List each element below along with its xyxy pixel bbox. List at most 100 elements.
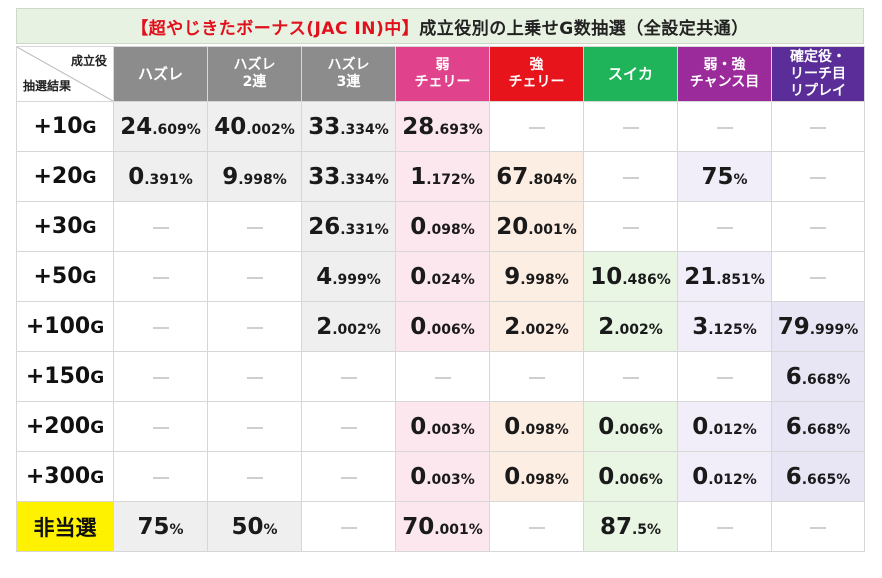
table-row: +20G 0.391% 9.998% 33.334% 1.172% 67.804% 75% [16, 151, 865, 202]
empty-dash [622, 226, 639, 229]
probability-fraction: .006% [614, 471, 663, 488]
row-label-value: +200 [25, 414, 91, 439]
probability-cell [113, 401, 208, 452]
probability-integer: 4 [316, 263, 333, 290]
probability-cell [583, 151, 678, 202]
probability-fraction: .851% [716, 271, 765, 288]
probability-fraction: .002% [332, 321, 381, 338]
empty-dash [246, 226, 263, 229]
probability-integer: 50 [231, 513, 264, 540]
probability-fraction: .002% [614, 321, 663, 338]
probability-cell [771, 501, 865, 552]
table-title: 【超やじきたボーナス(JAC IN)中】 成立役別の上乗せG数抽選（全設定共通） [16, 8, 864, 44]
probability-fraction: .804% [528, 171, 577, 188]
table-row: +200G 0.003% 0.098% 0.006% 0.012% 6.668% [16, 401, 865, 452]
probability-integer: 2 [598, 313, 615, 340]
empty-dash [622, 176, 639, 179]
probability-fraction: .098% [520, 471, 569, 488]
probability-cell: 9.998% [207, 151, 302, 202]
row-label: +300G [16, 451, 114, 502]
row-label-unit: G [82, 268, 97, 288]
probability-fraction: .006% [614, 421, 663, 438]
probability-cell: 0.012% [677, 401, 772, 452]
probability-cell [207, 201, 302, 252]
probability-integer: 20 [496, 213, 529, 240]
table-row: +50G 4.999% 0.024% 9.998% 10.486% 21.851% [16, 251, 865, 302]
probability-integer: 0 [692, 413, 709, 440]
empty-dash [434, 376, 451, 379]
probability-fraction: .003% [426, 471, 475, 488]
probability-fraction: .172% [426, 171, 475, 188]
probability-cell: 1.172% [395, 151, 490, 202]
probability-cell [771, 151, 865, 202]
probability-cell [677, 201, 772, 252]
corner-diagonal [17, 47, 113, 101]
probability-cell: 24.609% [113, 101, 208, 152]
probability-cell [301, 501, 396, 552]
probability-cell: 0.006% [583, 401, 678, 452]
column-header-line2: 3連 [336, 74, 361, 90]
column-header-line2: チェリー [414, 74, 471, 90]
probability-integer: 9 [222, 163, 239, 190]
probability-cell: 0.098% [395, 201, 490, 252]
row-label-value: +300 [25, 464, 91, 489]
probability-cell: 3.125% [677, 301, 772, 352]
probability-fraction: .003% [426, 421, 475, 438]
probability-cell [489, 501, 584, 552]
probability-cell: 0.391% [113, 151, 208, 202]
probability-integer: 1 [410, 163, 427, 190]
column-header-1: ハズレ [113, 46, 208, 102]
column-header-line2: 2連 [242, 74, 267, 90]
probability-cell: 2.002% [583, 301, 678, 352]
probability-integer: 40 [214, 113, 247, 140]
empty-dash [716, 226, 733, 229]
row-label: +10G [16, 101, 114, 152]
probability-cell [395, 351, 490, 402]
empty-dash [622, 376, 639, 379]
probability-fraction: .999% [332, 271, 381, 288]
column-header-line2: チャンス目 [689, 74, 760, 90]
probability-cell: 9.998% [489, 251, 584, 302]
empty-dash [716, 126, 733, 129]
probability-fraction: .002% [520, 321, 569, 338]
probability-fraction: % [263, 521, 278, 538]
probability-cell [113, 351, 208, 402]
row-label: +20G [16, 151, 114, 202]
column-header-2: ハズレ 2連 [207, 46, 302, 102]
probability-cell: 26.331% [301, 201, 396, 252]
corner-label-result: 抽選結果 [23, 79, 72, 93]
probability-integer: 0 [410, 313, 427, 340]
probability-fraction: .668% [801, 421, 851, 438]
header-row: 成立役 抽選結果 ハズレ ハズレ 2連 ハズレ 3連弱チェリー強チェリー スイカ 弱・強 チャ… [16, 46, 865, 102]
probability-integer: 87 [599, 513, 632, 540]
row-label-value: +100 [25, 314, 91, 339]
probability-fraction: .098% [520, 421, 569, 438]
table-row: +30G 26.331% 0.098% 20.001% [16, 201, 865, 252]
column-header-line1: ハズレ [327, 57, 370, 73]
probability-cell: 67.804% [489, 151, 584, 202]
empty-dash [716, 376, 733, 379]
table-row: +100G 2.002% 0.006% 2.002% 2.002% 3.125% 79.99… [16, 301, 865, 352]
probability-integer: 0 [504, 463, 521, 490]
empty-dash [246, 476, 263, 479]
row-label-unit: G [90, 418, 105, 438]
row-label-unit: G [82, 218, 97, 238]
row-label-unit: G [82, 118, 97, 138]
probability-fraction: .006% [426, 321, 475, 338]
probability-cell [207, 251, 302, 302]
probability-fraction: .001% [434, 521, 483, 538]
probability-cell [489, 351, 584, 402]
probability-fraction: .334% [340, 171, 389, 188]
column-header-line3: リプレイ [790, 82, 846, 99]
column-header-line1: 弱 [435, 57, 450, 73]
probability-integer: 33 [308, 163, 341, 190]
probability-cell: 10.486% [583, 251, 678, 302]
probability-cell [113, 301, 208, 352]
probability-cell: 50% [207, 501, 302, 552]
column-header-line1: 強 [529, 57, 544, 73]
column-header-line1: 弱・強 [703, 57, 746, 73]
column-header-8: 確定役・ リーチ目 リプレイ [771, 46, 865, 102]
row-label-unit: G [82, 168, 97, 188]
empty-dash [810, 126, 826, 129]
probability-integer: 10 [590, 263, 623, 290]
